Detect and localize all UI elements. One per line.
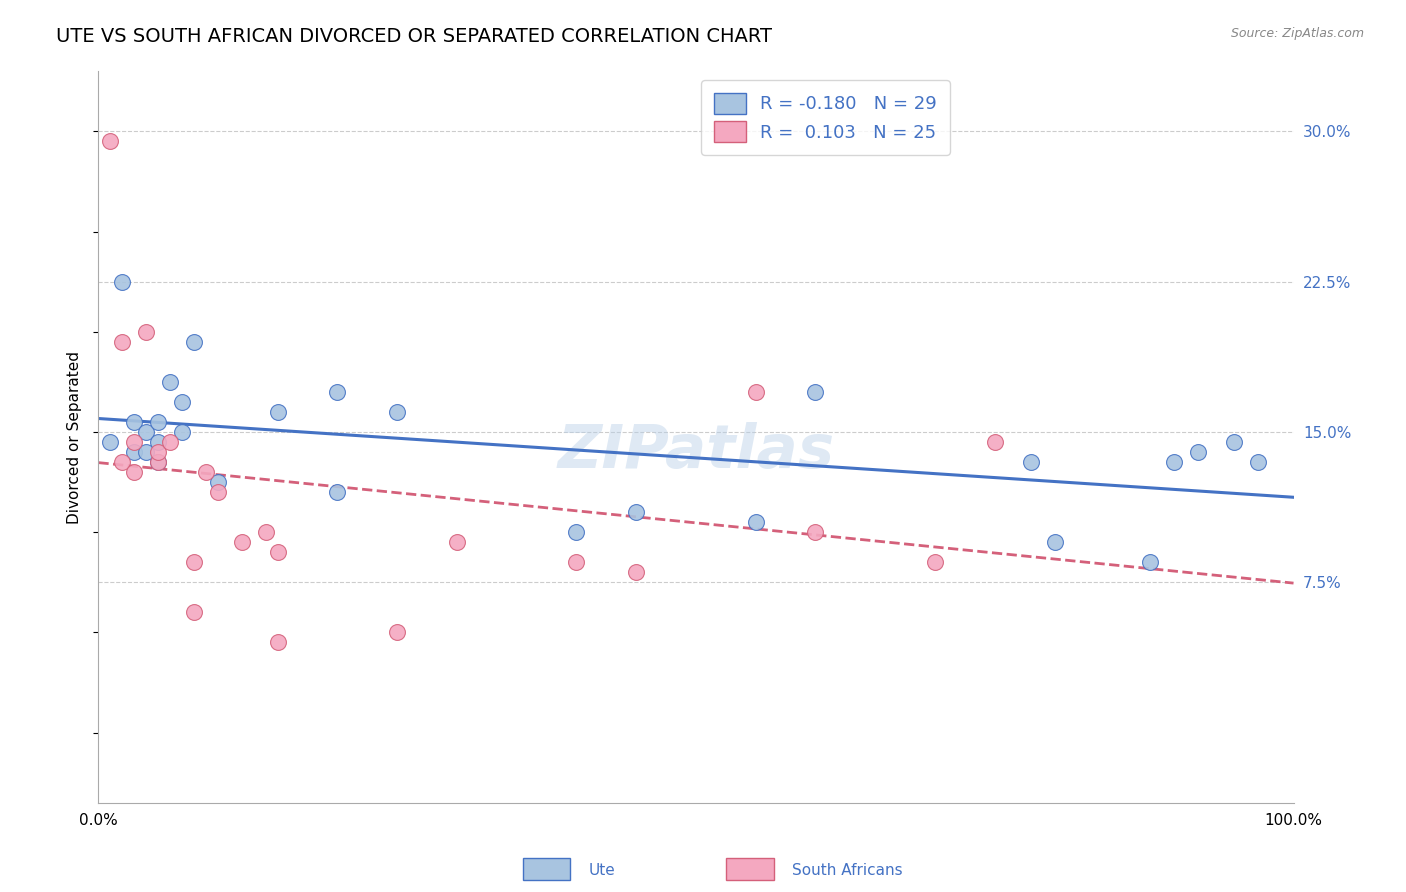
Text: Source: ZipAtlas.com: Source: ZipAtlas.com <box>1230 27 1364 40</box>
Point <box>111 455 134 469</box>
Point <box>98 135 122 149</box>
Point <box>1163 455 1185 469</box>
Point <box>385 625 409 640</box>
Point <box>984 435 1007 450</box>
Point <box>385 405 409 419</box>
Point <box>111 275 134 289</box>
Point <box>267 405 290 419</box>
Text: South Africans: South Africans <box>792 863 903 878</box>
Point <box>565 525 588 540</box>
Point <box>111 334 134 349</box>
Point <box>124 465 146 479</box>
Point <box>231 535 253 549</box>
Text: Ute: Ute <box>589 863 616 878</box>
Point <box>148 445 170 459</box>
Point <box>159 435 181 450</box>
Point <box>124 415 146 429</box>
Text: UTE VS SOUTH AFRICAN DIVORCED OR SEPARATED CORRELATION CHART: UTE VS SOUTH AFRICAN DIVORCED OR SEPARAT… <box>56 27 772 45</box>
Point <box>135 425 157 439</box>
Point <box>254 525 277 540</box>
Point <box>626 566 648 580</box>
Point <box>446 535 468 549</box>
Bar <box>725 858 773 880</box>
Point <box>135 325 157 339</box>
Point <box>135 445 157 459</box>
Y-axis label: Divorced or Separated: Divorced or Separated <box>67 351 83 524</box>
Point <box>124 445 146 459</box>
Point <box>1247 455 1270 469</box>
Point <box>148 455 170 469</box>
Point <box>172 425 194 439</box>
Point <box>267 635 290 649</box>
Text: ZIPatlas: ZIPatlas <box>557 422 835 481</box>
Point <box>745 515 768 529</box>
Point <box>924 555 946 569</box>
Point <box>207 475 229 490</box>
Point <box>183 606 205 620</box>
Point <box>98 435 122 450</box>
Point <box>565 555 588 569</box>
Point <box>159 375 181 389</box>
Point <box>183 555 205 569</box>
Point <box>183 334 205 349</box>
Point <box>326 485 349 500</box>
Point <box>1139 555 1161 569</box>
Point <box>804 384 827 399</box>
Point <box>172 395 194 409</box>
Point <box>207 485 229 500</box>
Point <box>626 505 648 519</box>
Point <box>148 415 170 429</box>
Point <box>267 545 290 559</box>
Point <box>1223 435 1246 450</box>
Point <box>804 525 827 540</box>
Point <box>1187 445 1209 459</box>
Point <box>195 465 218 479</box>
Legend: R = -0.180   N = 29, R =  0.103   N = 25: R = -0.180 N = 29, R = 0.103 N = 25 <box>702 80 950 154</box>
Point <box>1043 535 1066 549</box>
Point <box>124 435 146 450</box>
Point <box>1019 455 1042 469</box>
Point <box>745 384 768 399</box>
Point <box>148 435 170 450</box>
Bar <box>523 858 571 880</box>
Point <box>148 455 170 469</box>
Point <box>326 384 349 399</box>
